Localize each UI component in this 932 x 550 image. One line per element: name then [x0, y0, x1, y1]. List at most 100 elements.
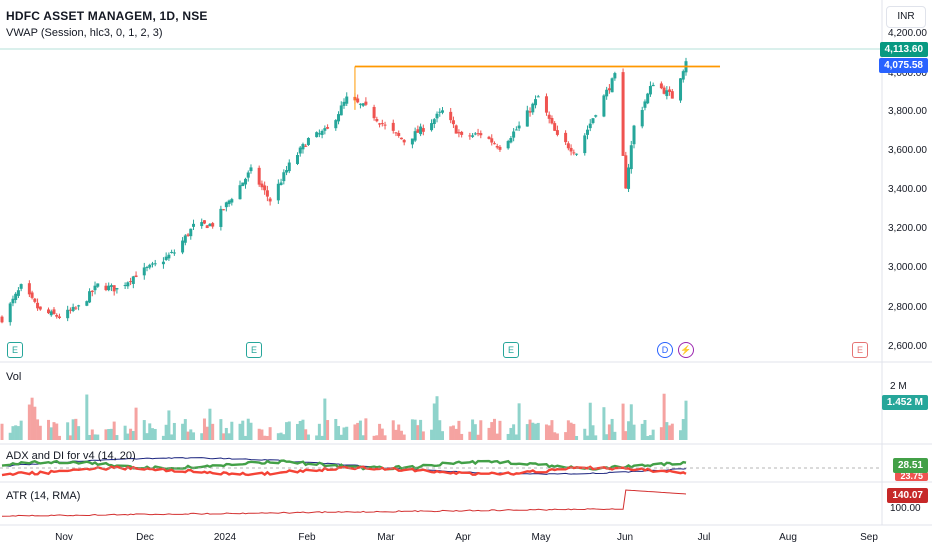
dividend-event-icon[interactable]: D — [657, 342, 673, 358]
candle-body — [361, 103, 365, 106]
volume-bar — [610, 418, 614, 440]
candle-body — [665, 90, 669, 97]
volume-bar — [490, 422, 494, 440]
volume-bar — [257, 428, 261, 440]
candle-body — [591, 118, 595, 124]
candle-body — [364, 101, 368, 105]
earnings-upcoming-icon[interactable]: E — [852, 342, 868, 358]
volume-bar — [416, 425, 420, 440]
volume-bar — [145, 433, 149, 440]
candle-body — [435, 113, 439, 119]
candle-body — [189, 228, 193, 237]
vwap-study-label[interactable]: VWAP (Session, hlc3, 0, 1, 2, 3) — [6, 27, 163, 39]
time-tick-label: Aug — [779, 532, 797, 543]
earnings-event-icon[interactable]: E — [503, 342, 519, 358]
volume-bar — [670, 423, 674, 440]
candle-body — [460, 131, 464, 135]
candle-body — [181, 240, 185, 253]
candle-body — [142, 267, 146, 276]
volume-bar — [438, 420, 442, 440]
volume-bar — [364, 418, 368, 440]
candle-body — [164, 256, 168, 261]
atr-line — [1, 489, 687, 517]
candle-body — [145, 267, 149, 269]
candle-body — [304, 145, 308, 147]
candles-group — [0, 57, 688, 326]
volume-bar — [38, 425, 42, 440]
volume-bar — [230, 421, 234, 440]
candle-body — [36, 302, 40, 309]
volume-bar — [88, 435, 92, 440]
volume-bar — [419, 419, 423, 440]
volume-bar — [301, 419, 305, 440]
volume-bar — [643, 419, 647, 440]
volume-bar — [342, 427, 346, 440]
volume-bar — [602, 407, 606, 440]
candle-body — [202, 220, 206, 224]
volume-bar — [85, 394, 89, 440]
volume-pane-label[interactable]: Vol — [6, 371, 22, 383]
volume-bar — [8, 432, 12, 440]
candle-body — [358, 103, 362, 105]
volume-bar — [109, 428, 113, 440]
candle-body — [8, 303, 12, 323]
price-tick-label: 3,000.00 — [888, 262, 927, 273]
candle-body — [534, 99, 538, 106]
candle-body — [566, 143, 570, 149]
candle-body — [260, 183, 264, 188]
volume-bar — [627, 421, 631, 440]
volume-bar — [47, 419, 51, 440]
candle-body — [544, 96, 548, 113]
candle-body — [71, 306, 75, 311]
volume-bar — [430, 429, 434, 440]
volume-bar — [648, 435, 652, 440]
volume-bar — [334, 418, 338, 440]
candle-body — [487, 136, 491, 139]
candle-body — [68, 309, 72, 311]
volume-bar — [36, 419, 40, 440]
volume-bar — [339, 434, 343, 440]
time-tick-label: Jul — [697, 532, 711, 543]
adx-pane-label[interactable]: ADX and DI for v4 (14, 20) — [6, 450, 136, 462]
volume-bar — [49, 427, 53, 440]
volume-bar — [495, 433, 499, 440]
time-tick-label: Apr — [455, 532, 471, 543]
candle-body — [263, 185, 267, 191]
candle-body — [640, 110, 644, 127]
candle-body — [345, 96, 349, 104]
volume-bar — [227, 433, 231, 440]
candle-body — [490, 138, 494, 143]
candle-body — [399, 137, 403, 140]
candle-body — [662, 87, 666, 94]
volume-bar — [200, 433, 204, 440]
volume-bar — [550, 420, 554, 440]
candle-body — [282, 172, 286, 182]
volume-tick-label: 2 M — [890, 381, 907, 392]
candle-body — [301, 144, 305, 150]
earnings-event-icon[interactable]: E — [246, 342, 262, 358]
candle-body — [627, 167, 631, 189]
candle-body — [495, 146, 499, 148]
candle-body — [342, 101, 346, 106]
candle-body — [115, 288, 119, 290]
volume-bar — [219, 419, 223, 440]
adx-line — [1, 457, 687, 475]
volume-bar — [473, 424, 477, 440]
candle-body — [536, 96, 540, 98]
candle-body — [416, 129, 420, 133]
volume-bar — [512, 424, 516, 440]
split-event-icon[interactable]: ⚡ — [678, 342, 694, 358]
candle-body — [279, 182, 283, 186]
earnings-event-icon[interactable]: E — [7, 342, 23, 358]
candle-body — [161, 261, 165, 265]
volume-bar — [241, 420, 245, 440]
candle-body — [265, 190, 269, 197]
volume-bar — [263, 435, 267, 440]
candle-body — [498, 146, 502, 150]
volume-bar — [353, 424, 357, 440]
candle-body — [126, 282, 130, 287]
time-tick-label: Nov — [55, 532, 73, 543]
currency-button[interactable]: INR — [886, 6, 926, 28]
atr-pane-label[interactable]: ATR (14, RMA) — [6, 490, 81, 502]
candle-body — [249, 167, 253, 172]
